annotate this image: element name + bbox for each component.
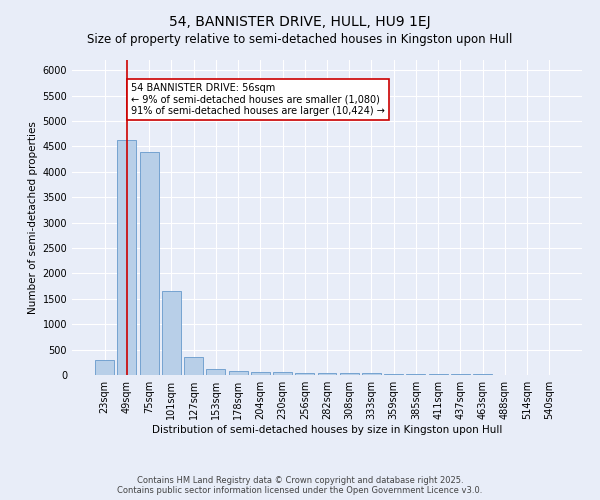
Bar bbox=[451, 374, 470, 375]
Bar bbox=[317, 373, 337, 375]
Text: 54 BANNISTER DRIVE: 56sqm
← 9% of semi-detached houses are smaller (1,080)
91% o: 54 BANNISTER DRIVE: 56sqm ← 9% of semi-d… bbox=[131, 83, 385, 116]
Text: Size of property relative to semi-detached houses in Kingston upon Hull: Size of property relative to semi-detach… bbox=[88, 32, 512, 46]
Bar bbox=[406, 374, 425, 375]
Bar bbox=[184, 357, 203, 375]
Bar bbox=[251, 372, 270, 375]
Bar bbox=[95, 360, 114, 375]
Bar bbox=[206, 369, 225, 375]
Y-axis label: Number of semi-detached properties: Number of semi-detached properties bbox=[28, 121, 38, 314]
Text: 54, BANNISTER DRIVE, HULL, HU9 1EJ: 54, BANNISTER DRIVE, HULL, HU9 1EJ bbox=[169, 15, 431, 29]
Bar bbox=[118, 140, 136, 375]
Bar bbox=[429, 374, 448, 375]
Bar bbox=[140, 152, 158, 375]
Bar bbox=[340, 373, 359, 375]
Bar bbox=[162, 291, 181, 375]
Bar bbox=[273, 372, 292, 375]
Text: Contains HM Land Registry data © Crown copyright and database right 2025.
Contai: Contains HM Land Registry data © Crown c… bbox=[118, 476, 482, 495]
Bar bbox=[295, 372, 314, 375]
Bar bbox=[229, 371, 248, 375]
Bar bbox=[473, 374, 492, 375]
Bar bbox=[362, 374, 381, 375]
X-axis label: Distribution of semi-detached houses by size in Kingston upon Hull: Distribution of semi-detached houses by … bbox=[152, 425, 502, 435]
Bar bbox=[384, 374, 403, 375]
